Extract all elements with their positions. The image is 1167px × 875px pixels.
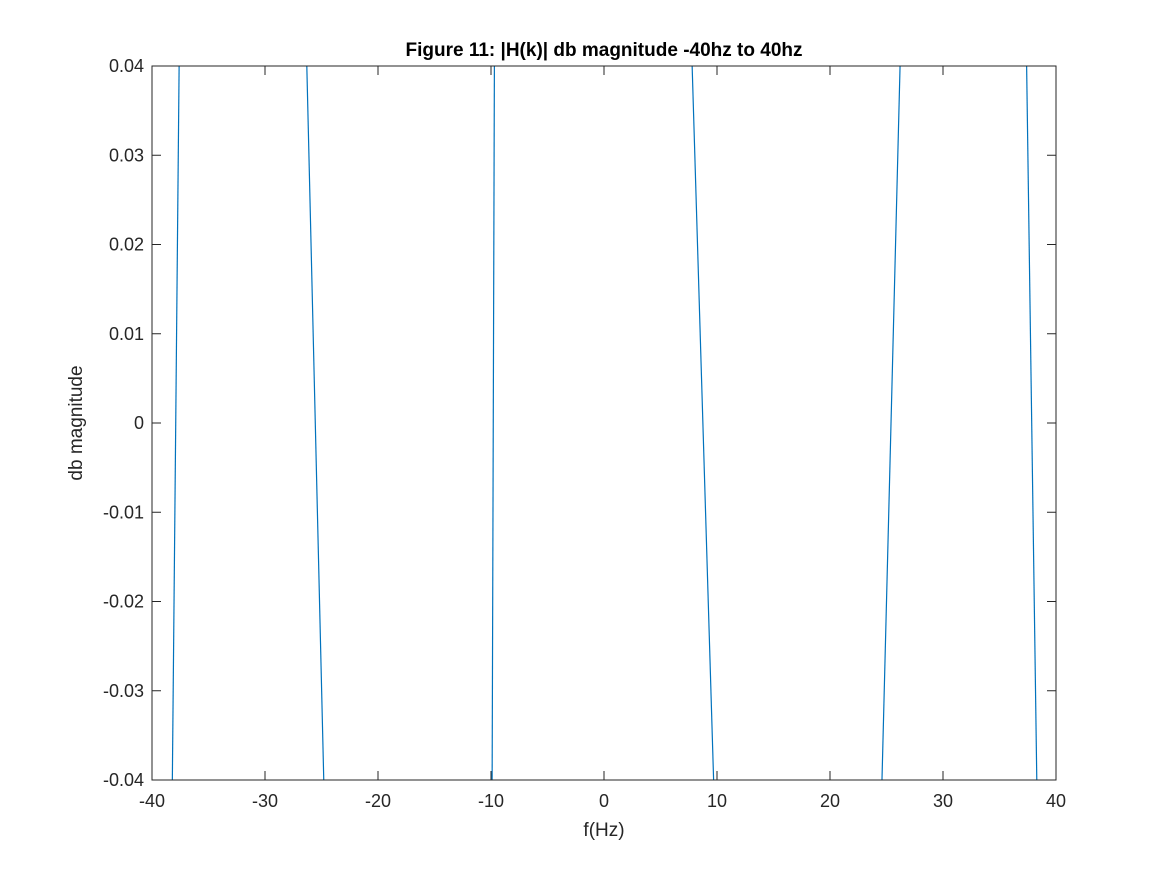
- tick-labels-layer: -40 -30 -20 -10 0 10 20 30 40 -0.04 -0.03 -0.02 -0.0…: [103, 56, 1066, 811]
- y-tick-label: 0: [134, 413, 144, 433]
- y-tick-label: -0.02: [103, 592, 144, 612]
- y-tick-label: -0.04: [103, 770, 144, 790]
- x-tick-label: 20: [820, 791, 840, 811]
- series-layer: [171, 65, 1038, 781]
- x-axis-label: f(Hz): [583, 820, 624, 841]
- x-tick-label: 10: [707, 791, 727, 811]
- x-tick-label: 30: [933, 791, 953, 811]
- y-tick-label: 0.04: [109, 56, 144, 76]
- series-line-segment: [691, 65, 715, 781]
- plot-area: [152, 66, 1056, 780]
- x-tick-label: -30: [252, 791, 278, 811]
- y-tick-label: 0.02: [109, 235, 144, 255]
- chart-title: Figure 11: |H(k)| db magnitude -40hz to …: [405, 40, 802, 61]
- y-tick-label: 0.03: [109, 145, 144, 165]
- y-tick-label: -0.03: [103, 681, 144, 701]
- x-tick-label: 40: [1046, 791, 1066, 811]
- series-line-segment: [171, 65, 180, 781]
- series-line-segment: [1026, 65, 1038, 781]
- y-tick-label: 0.01: [109, 324, 144, 344]
- y-tick-label: -0.01: [103, 502, 144, 522]
- y-axis-label: db magnitude: [66, 365, 87, 480]
- x-tick-label: -20: [365, 791, 391, 811]
- series-line-segment: [306, 65, 325, 781]
- axes-box: [151, 65, 1057, 781]
- series-line-segment: [881, 65, 901, 781]
- x-tick-label: -10: [478, 791, 504, 811]
- series-line-segment: [491, 65, 495, 781]
- x-tick-label: -40: [139, 791, 165, 811]
- x-tick-label: 0: [599, 791, 609, 811]
